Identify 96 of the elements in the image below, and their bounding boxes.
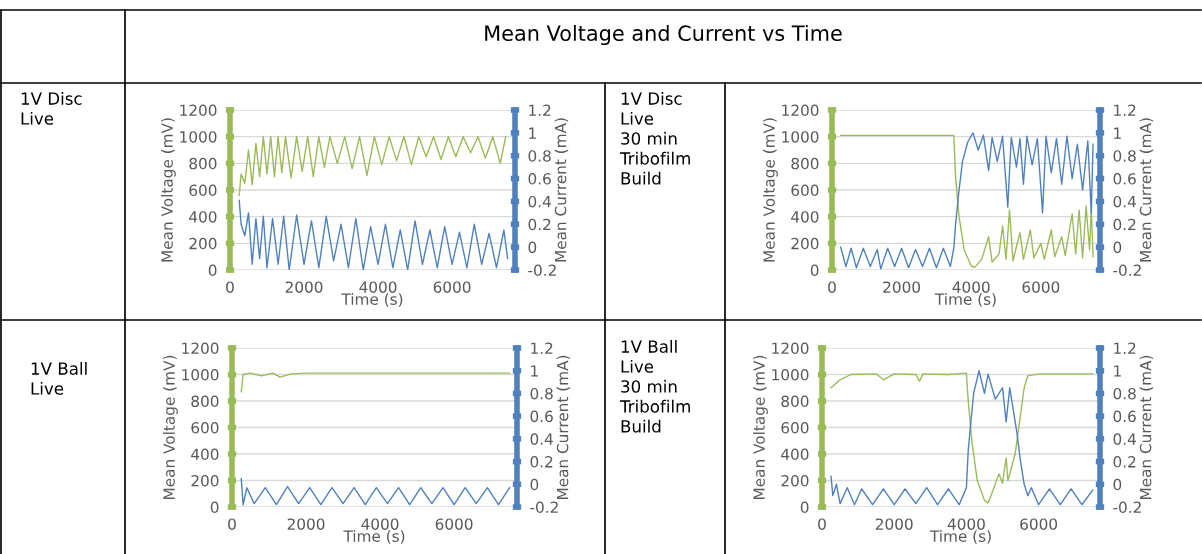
y-tick-label: 1000: [772, 368, 809, 381]
y-axis-title: Mean Voltage (mV): [763, 118, 778, 262]
y-tick-label: 0: [800, 501, 809, 514]
x-tick-label: 6000: [1022, 281, 1060, 293]
x-tick-label: 4000: [361, 518, 399, 530]
y2-tick-label: -0.2: [530, 501, 558, 514]
y-tick-label: 800: [191, 395, 219, 408]
text: Mean Voltage and Current vs Time: [485, 24, 842, 46]
x-axis-title: Time (s): [341, 293, 403, 307]
y2-tick-label: 0.8: [1113, 387, 1136, 400]
y2-tick-label: 0.8: [528, 150, 551, 162]
x-axis-title: Time (s): [343, 530, 405, 544]
y2-tick-label: 0.8: [530, 387, 553, 400]
y-tick-label: 1000: [782, 131, 819, 143]
y2-tick-label: 0: [528, 241, 537, 254]
y2-tick-label: 1: [1114, 127, 1121, 139]
y-tick-label: 1200: [180, 104, 217, 117]
y2-tick-label: 0.4: [528, 195, 551, 208]
y-tick-label: 200: [791, 237, 819, 250]
y2-tick-label: 0.2: [1113, 218, 1136, 231]
x-tick-label: 4000: [359, 281, 397, 293]
x-tick-label: 6000: [433, 281, 471, 293]
y-tick-label: 800: [189, 157, 217, 170]
y-tick-label: 400: [191, 448, 219, 461]
y2-tick-label: 1: [1114, 365, 1121, 377]
x-tick-label: 6000: [435, 518, 473, 530]
y2-axis-title: Mean Current (mA): [556, 355, 571, 499]
y2-tick-label: 0.4: [530, 433, 553, 445]
y2-tick-label: 0.6: [528, 173, 551, 185]
y2-axis-title: Mean Current (mA): [1139, 118, 1154, 262]
y-tick-label: 200: [191, 474, 219, 487]
y2-tick-label: 0.6: [1113, 410, 1136, 423]
y2-tick-label: 0.8: [1113, 150, 1136, 162]
y2-tick-label: -0.2: [1113, 264, 1141, 277]
text: 1V Ball Live 30 min Tribofilm Build: [619, 340, 690, 433]
y2-tick-label: 0.4: [1113, 195, 1136, 208]
x-tick-label: 0: [228, 518, 236, 530]
x-axis-title: Time (s): [934, 293, 996, 307]
y-tick-label: 1200: [182, 342, 219, 355]
y-tick-label: 1000: [180, 131, 217, 143]
y-tick-label: 200: [781, 474, 809, 487]
y2-tick-label: 1.2: [529, 104, 551, 116]
y-tick-label: 600: [189, 184, 217, 197]
y-tick-label: 800: [791, 157, 819, 170]
y2-tick-label: 0: [1113, 478, 1122, 491]
x-tick-label: 2000: [285, 281, 323, 293]
text: 1V Disc Live: [21, 92, 82, 125]
y2-axis-title: Mean Current (mA): [1139, 355, 1154, 499]
x-tick-label: 2000: [287, 518, 325, 530]
y2-tick-label: 0.6: [1113, 173, 1136, 185]
y2-tick-label: 1.2: [1114, 342, 1136, 354]
y2-tick-label: 0.2: [528, 218, 551, 231]
y-axis-title: Mean Voltage (mV): [163, 355, 178, 499]
x-axis-title: Time (s): [929, 530, 991, 544]
y-tick-label: 600: [781, 421, 809, 434]
y2-tick-label: -0.2: [528, 264, 556, 277]
y-tick-label: 800: [781, 395, 809, 408]
x-tick-label: 2000: [883, 281, 921, 293]
y-tick-label: 400: [791, 211, 819, 223]
text: 1V Ball Live: [31, 362, 87, 395]
y-tick-label: 600: [191, 421, 219, 434]
line-series: [240, 477, 511, 506]
line-series: [238, 135, 507, 197]
text: 1V Disc Live 30 min Tribofilm Build: [619, 92, 690, 185]
x-tick-label: 2000: [875, 518, 913, 530]
y2-axis-title: Mean Current (mA): [554, 118, 569, 262]
x-tick-label: 6000: [1020, 518, 1058, 530]
x-tick-label: 4000: [952, 281, 990, 293]
y2-tick-label: 0.6: [530, 410, 553, 423]
y2-tick-label: 0.2: [530, 456, 553, 468]
line-series: [238, 199, 509, 270]
y2-tick-label: 1.2: [1114, 104, 1136, 116]
y-tick-label: 0: [210, 501, 219, 514]
y-tick-label: 600: [791, 184, 819, 197]
y-tick-label: 400: [781, 448, 809, 461]
y-tick-label: 400: [189, 211, 217, 223]
y-tick-label: 200: [189, 237, 217, 250]
y-tick-label: 1200: [782, 104, 819, 117]
y2-tick-label: 1: [531, 365, 538, 377]
line-series: [240, 372, 511, 393]
y-tick-label: 0: [208, 264, 217, 277]
y-tick-label: 1000: [182, 368, 219, 381]
y2-tick-label: 0.2: [1113, 456, 1136, 468]
y-tick-label: 0: [810, 264, 819, 277]
x-tick-label: 4000: [947, 518, 985, 530]
x-tick-label: 0: [828, 281, 836, 293]
y2-tick-label: 0: [530, 478, 539, 491]
y2-tick-label: 1: [529, 127, 536, 139]
y2-tick-label: 0.4: [1113, 433, 1136, 445]
y-axis-title: Mean Voltage (mV): [161, 118, 176, 262]
x-tick-label: 0: [226, 281, 234, 293]
y2-tick-label: 0: [1113, 241, 1122, 254]
y-tick-label: 1200: [772, 342, 809, 355]
y-axis-title: Mean Voltage (mV): [753, 355, 768, 499]
y2-tick-label: 1.2: [531, 342, 553, 354]
y2-tick-label: -0.2: [1113, 501, 1141, 514]
